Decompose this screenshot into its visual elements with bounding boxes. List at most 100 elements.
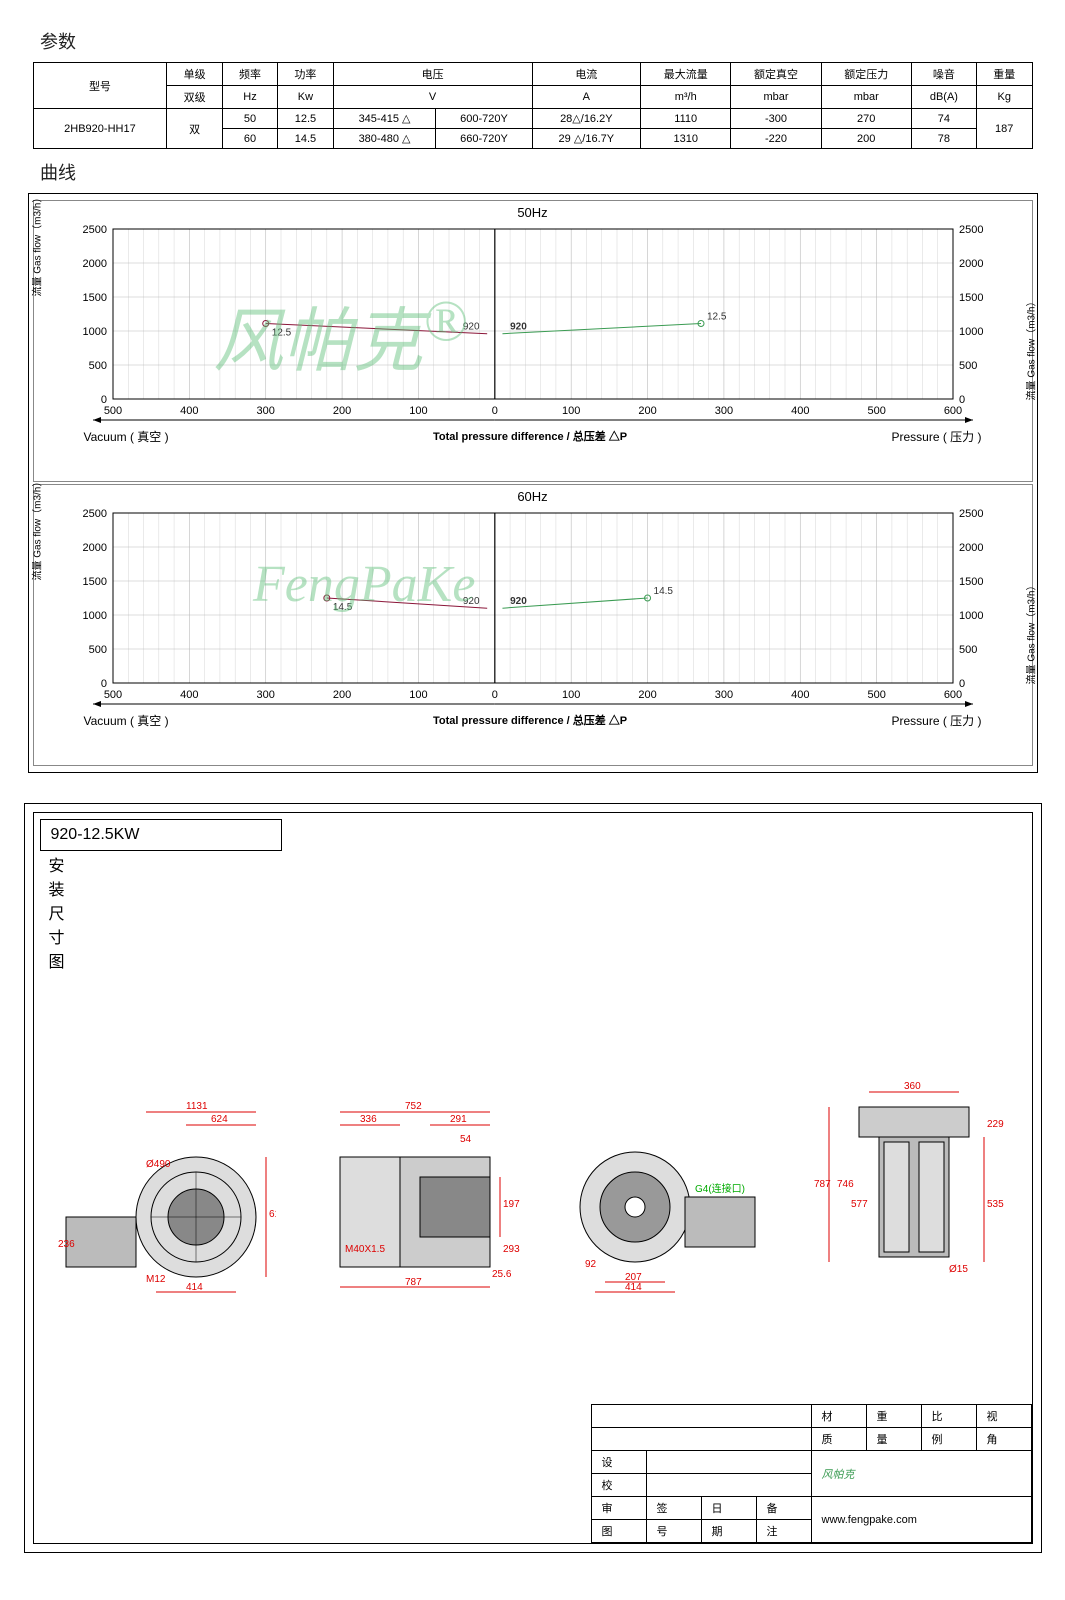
svg-text:0: 0: [491, 405, 497, 417]
r1-flow: 1110: [641, 109, 731, 129]
svg-text:100: 100: [562, 405, 580, 417]
svg-text:2500: 2500: [82, 508, 106, 520]
svg-text:12.5: 12.5: [707, 312, 727, 323]
svg-text:1500: 1500: [82, 292, 106, 304]
svg-text:400: 400: [180, 689, 198, 701]
ylabel-l: 流量 Gas flow（m3/h）: [28, 193, 43, 297]
svg-text:1500: 1500: [959, 576, 983, 588]
vac-label2: Vacuum ( 真空 ): [84, 712, 169, 729]
th-pressure: 额定压力: [821, 63, 911, 86]
r2-a: 29 △/16.7Y: [532, 129, 641, 149]
svg-text:M12: M12: [146, 1274, 166, 1285]
svg-text:300: 300: [256, 689, 274, 701]
th-freq: 频率: [222, 63, 277, 86]
svg-text:600: 600: [943, 405, 961, 417]
r1-prs: 270: [821, 109, 911, 129]
kg: 187: [976, 109, 1032, 149]
r1-v2: 600-720Y: [436, 109, 532, 129]
svg-text:400: 400: [180, 405, 198, 417]
view-1: 1131 624 Ø490 618 414 236 M12: [56, 1097, 276, 1297]
prs-label: Pressure ( 压力 ): [891, 428, 981, 445]
u-kw: Kw: [278, 86, 333, 109]
drawing-inner: 920-12.5KW 安装尺寸图 1131 624 Ø490 618 414 2…: [33, 812, 1033, 1544]
view-4: 360 787 746 577 535 229 Ø15: [809, 1077, 1009, 1297]
svg-text:2000: 2000: [959, 542, 983, 554]
svg-text:400: 400: [791, 689, 809, 701]
u-kg: Kg: [976, 86, 1032, 109]
svg-text:500: 500: [959, 644, 977, 656]
svg-text:25.6: 25.6: [492, 1269, 512, 1280]
r2-prs: 200: [821, 129, 911, 149]
svg-text:54: 54: [460, 1134, 472, 1145]
svg-text:920: 920: [510, 322, 527, 333]
chart-50-xaxis: Vacuum ( 真空 ) Total pressure difference …: [34, 424, 1032, 449]
ylabel-r: 流量 Gas flow（m3/h）: [1022, 297, 1037, 401]
svg-text:1000: 1000: [959, 326, 983, 338]
u-mbar1: mbar: [731, 86, 821, 109]
svg-text:577: 577: [851, 1199, 868, 1210]
r1-hz: 50: [222, 109, 277, 129]
r1-db: 74: [911, 109, 976, 129]
svg-text:746: 746: [837, 1179, 854, 1190]
chart-50-title: 50Hz: [34, 201, 1032, 224]
svg-text:787: 787: [814, 1179, 831, 1190]
svg-text:G4(连接口): G4(连接口): [695, 1182, 745, 1195]
svg-text:787: 787: [405, 1277, 422, 1288]
svg-text:229: 229: [987, 1119, 1004, 1130]
r2-kw: 14.5: [278, 129, 333, 149]
vac-label: Vacuum ( 真空 ): [84, 428, 169, 445]
model: 2HB920-HH17: [33, 109, 167, 149]
brand-cell: 风帕克: [811, 1451, 1031, 1497]
th-vacuum: 额定真空: [731, 63, 821, 86]
svg-text:624: 624: [211, 1114, 228, 1125]
r1-vac: -300: [731, 109, 821, 129]
svg-text:618: 618: [269, 1209, 276, 1220]
chart-60hz: FengPaKe 60Hz 流量 Gas flow（m3/h） 00500500…: [33, 484, 1033, 766]
svg-text:2500: 2500: [82, 224, 106, 236]
th-stage: 单级: [167, 63, 222, 86]
u-hz: Hz: [222, 86, 277, 109]
r1-v1: 345-415 △: [333, 109, 436, 129]
view-3: G4(连接口) 207 414 92: [565, 1097, 765, 1297]
th-weight: 重量: [976, 63, 1032, 86]
svg-text:336: 336: [360, 1114, 377, 1125]
th-current: 电流: [532, 63, 641, 86]
svg-text:500: 500: [88, 644, 106, 656]
chart-60-title: 60Hz: [34, 485, 1032, 508]
svg-text:1500: 1500: [82, 576, 106, 588]
th-noise: 噪音: [911, 63, 976, 86]
r1-kw: 12.5: [278, 109, 333, 129]
th-maxflow: 最大流量: [641, 63, 731, 86]
ylabel-l2: 流量 Gas flow（m3/h）: [28, 477, 43, 581]
charts-container: 风帕克® 50Hz 流量 Gas flow（m3/h） 005005001000…: [28, 193, 1038, 773]
th-voltage: 电压: [333, 63, 532, 86]
svg-text:200: 200: [332, 405, 350, 417]
svg-text:500: 500: [959, 360, 977, 372]
title-block: 材重比视 质量例角 设风帕克 校 审签日备www.fengpake.com 图号…: [591, 1404, 1032, 1543]
svg-text:500: 500: [103, 405, 121, 417]
svg-text:14.5: 14.5: [653, 586, 673, 597]
chart-50-svg: 0050050010001000150015002000200025002500…: [53, 224, 1013, 424]
svg-text:500: 500: [867, 689, 885, 701]
svg-text:1000: 1000: [82, 326, 106, 338]
svg-text:1500: 1500: [959, 292, 983, 304]
chart-60-xaxis: Vacuum ( 真空 ) Total pressure difference …: [34, 708, 1032, 733]
u-m3h: m³/h: [641, 86, 731, 109]
svg-text:236: 236: [58, 1239, 75, 1250]
th-power: 功率: [278, 63, 333, 86]
u-a: A: [532, 86, 641, 109]
svg-text:2000: 2000: [82, 542, 106, 554]
svg-text:92: 92: [585, 1259, 597, 1270]
drawing-outer: 920-12.5KW 安装尺寸图 1131 624 Ø490 618 414 2…: [24, 803, 1042, 1553]
svg-text:Ø490: Ø490: [146, 1159, 171, 1170]
svg-text:2000: 2000: [82, 258, 106, 270]
r2-v2: 660-720Y: [436, 129, 532, 149]
svg-text:360: 360: [904, 1081, 921, 1092]
section-curves: 曲线: [40, 159, 1045, 185]
xlabel: Total pressure difference / 总压差 △P: [433, 428, 627, 445]
section-params: 参数: [40, 28, 1045, 54]
svg-text:293: 293: [503, 1244, 520, 1255]
svg-text:100: 100: [409, 689, 427, 701]
stg: 双: [167, 109, 222, 149]
svg-text:14.5: 14.5: [332, 602, 352, 613]
